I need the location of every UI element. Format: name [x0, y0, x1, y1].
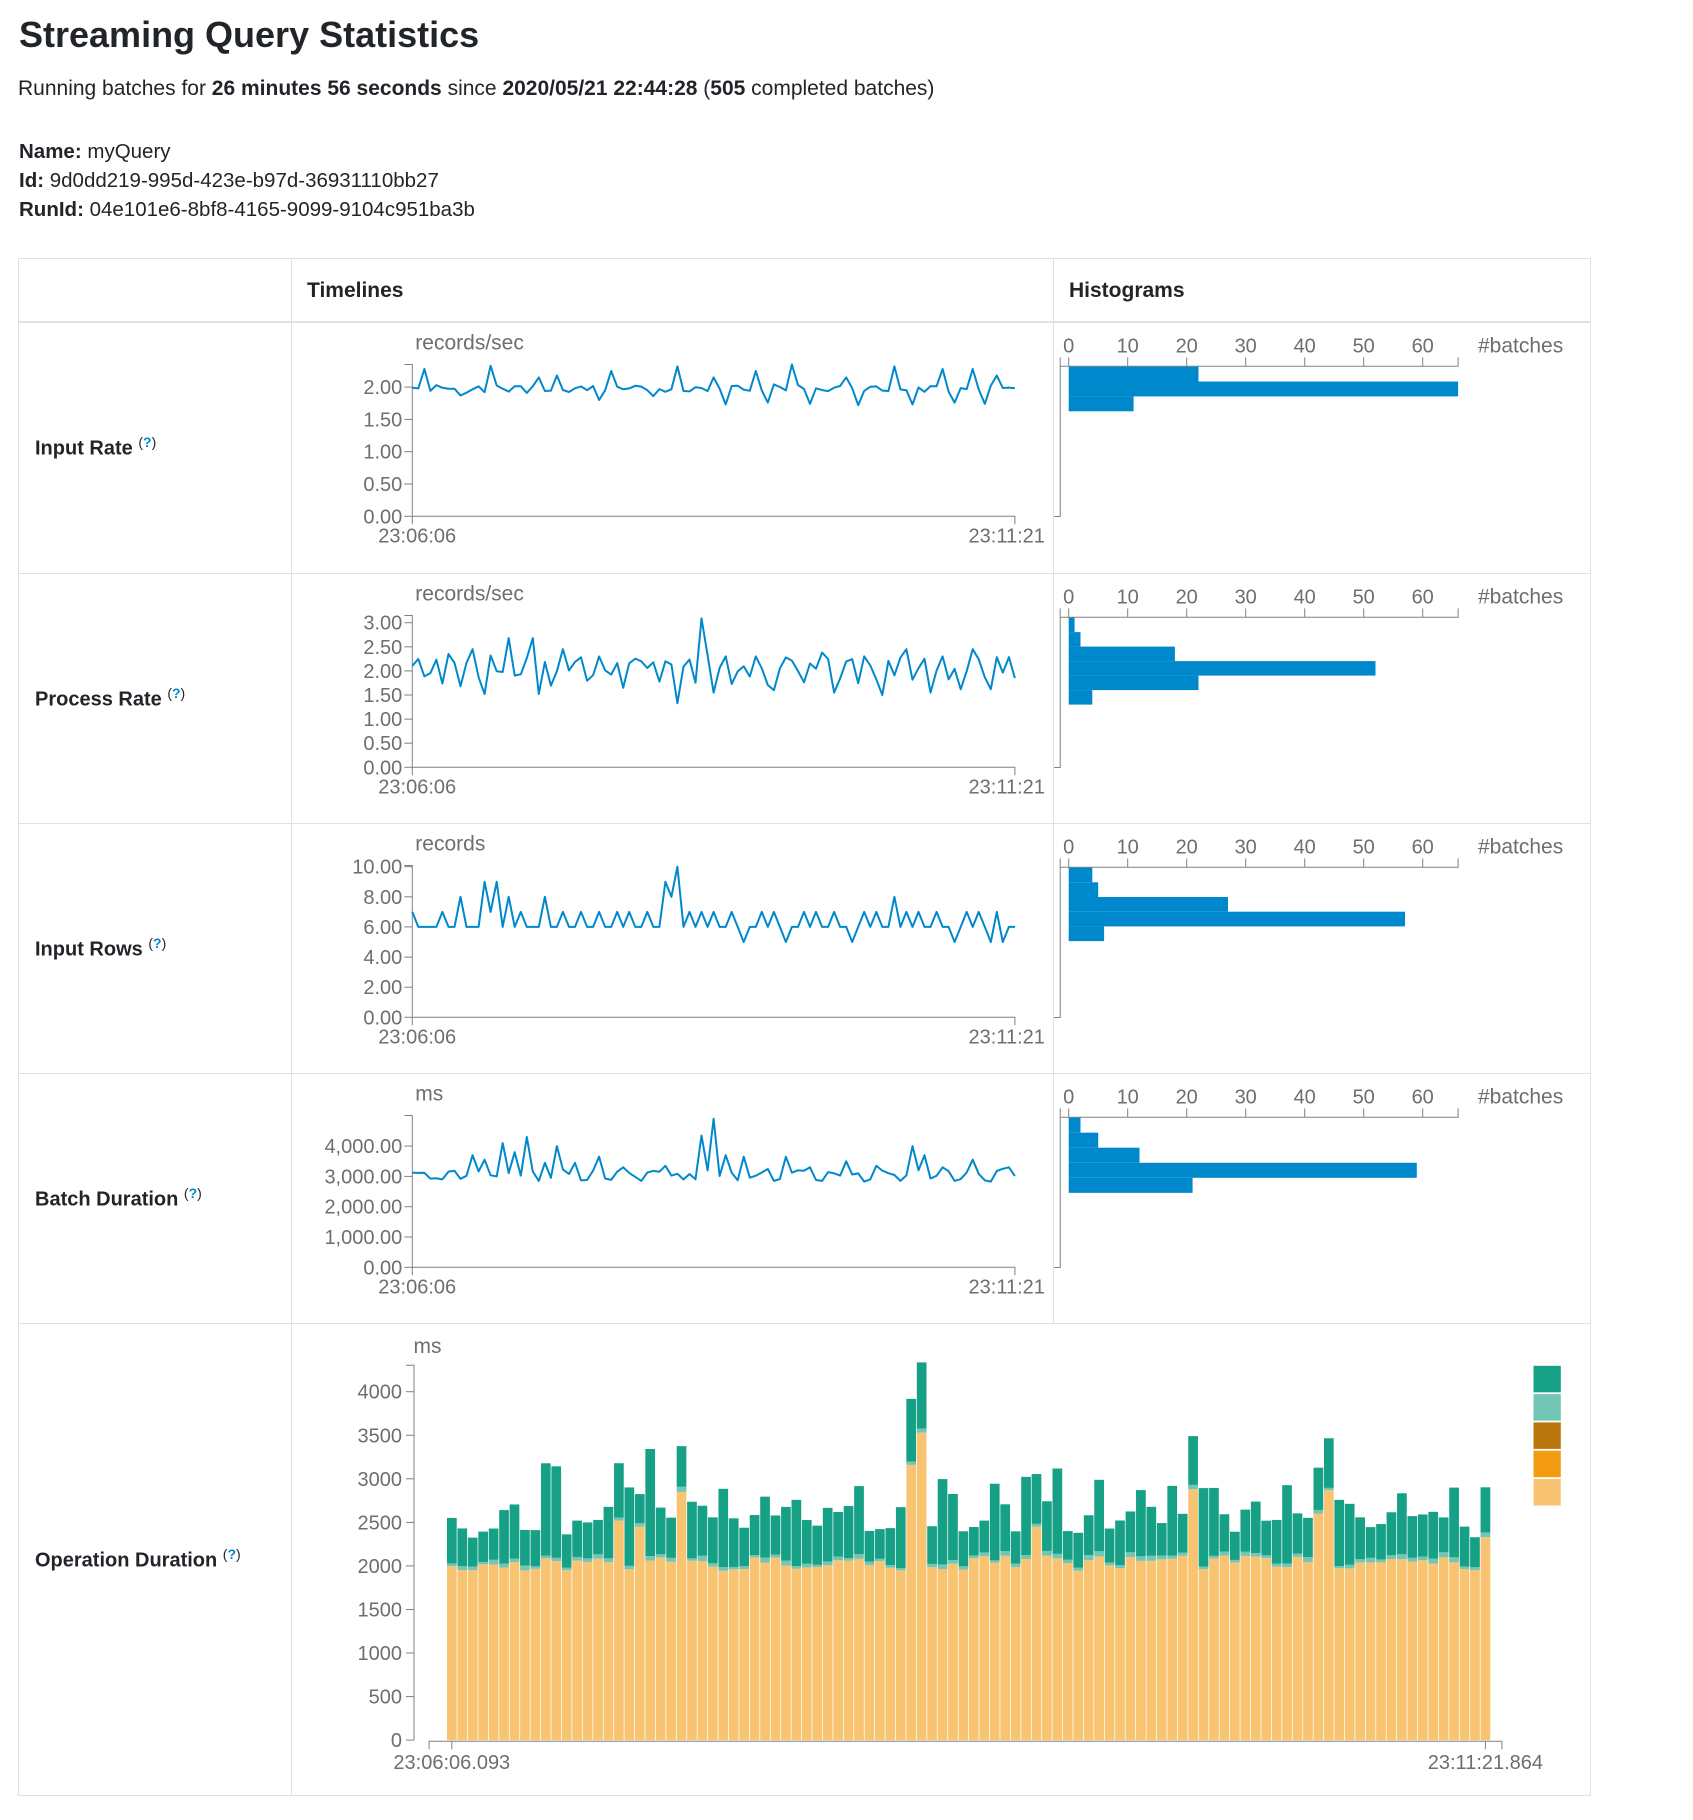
- svg-text:60: 60: [1412, 586, 1434, 608]
- svg-text:60: 60: [1412, 336, 1434, 358]
- svg-text:2.00: 2.00: [363, 377, 402, 399]
- svg-text:2000: 2000: [358, 1555, 403, 1577]
- svg-text:1.50: 1.50: [363, 409, 402, 431]
- svg-text:10: 10: [1117, 336, 1139, 358]
- svg-text:23:11:21: 23:11:21: [969, 776, 1045, 798]
- svg-text:10.00: 10.00: [352, 856, 402, 878]
- svg-text:30: 30: [1235, 336, 1257, 358]
- svg-text:#batches: #batches: [1478, 1085, 1563, 1108]
- svg-text:0: 0: [1063, 336, 1074, 358]
- svg-text:3.00: 3.00: [363, 612, 402, 634]
- svg-text:23:11:21: 23:11:21: [969, 526, 1045, 548]
- svg-text:#batches: #batches: [1478, 585, 1563, 608]
- svg-text:ms: ms: [415, 1082, 443, 1105]
- svg-text:60: 60: [1412, 1086, 1434, 1108]
- svg-text:1.00: 1.00: [363, 709, 402, 731]
- svg-text:60: 60: [1412, 836, 1434, 858]
- svg-text:20: 20: [1176, 836, 1198, 858]
- svg-text:23:11:21: 23:11:21: [969, 1276, 1045, 1298]
- svg-text:0.00: 0.00: [363, 506, 402, 528]
- svg-text:20: 20: [1176, 586, 1198, 608]
- svg-text:#batches: #batches: [1478, 835, 1563, 858]
- svg-text:23:06:06.093: 23:06:06.093: [393, 1752, 510, 1774]
- svg-text:4,000.00: 4,000.00: [324, 1136, 402, 1158]
- svg-text:0.00: 0.00: [363, 1257, 402, 1279]
- svg-text:8.00: 8.00: [363, 886, 402, 908]
- svg-text:3,000.00: 3,000.00: [324, 1166, 402, 1188]
- svg-text:40: 40: [1294, 336, 1316, 358]
- svg-text:ms: ms: [414, 1335, 442, 1358]
- svg-text:1,000.00: 1,000.00: [324, 1227, 402, 1249]
- svg-text:#batches: #batches: [1478, 335, 1563, 358]
- svg-text:0.50: 0.50: [363, 474, 402, 496]
- svg-text:0: 0: [1063, 586, 1074, 608]
- svg-text:50: 50: [1353, 836, 1375, 858]
- svg-text:20: 20: [1176, 1086, 1198, 1108]
- svg-text:1.00: 1.00: [363, 442, 402, 464]
- svg-text:10: 10: [1117, 1086, 1139, 1108]
- svg-text:23:06:06: 23:06:06: [378, 526, 456, 548]
- svg-text:10: 10: [1117, 836, 1139, 858]
- svg-text:50: 50: [1353, 336, 1375, 358]
- svg-text:2.00: 2.00: [363, 660, 402, 682]
- svg-text:0.50: 0.50: [363, 733, 402, 755]
- svg-text:30: 30: [1235, 586, 1257, 608]
- svg-text:0: 0: [391, 1730, 402, 1752]
- svg-text:30: 30: [1235, 1086, 1257, 1108]
- svg-text:10: 10: [1117, 586, 1139, 608]
- svg-text:23:06:06: 23:06:06: [378, 1026, 456, 1048]
- svg-text:records/sec: records/sec: [415, 582, 524, 605]
- svg-text:0.00: 0.00: [363, 757, 402, 779]
- svg-text:40: 40: [1294, 586, 1316, 608]
- svg-text:2500: 2500: [358, 1512, 403, 1534]
- svg-text:30: 30: [1235, 836, 1257, 858]
- svg-text:40: 40: [1294, 836, 1316, 858]
- svg-text:23:06:06: 23:06:06: [378, 776, 456, 798]
- svg-text:1.50: 1.50: [363, 685, 402, 707]
- svg-text:23:11:21: 23:11:21: [969, 1026, 1045, 1048]
- svg-text:4.00: 4.00: [363, 947, 402, 969]
- svg-text:500: 500: [369, 1686, 402, 1708]
- svg-text:0.00: 0.00: [363, 1007, 402, 1029]
- svg-text:records: records: [415, 832, 485, 855]
- svg-text:23:11:21.864: 23:11:21.864: [1428, 1752, 1543, 1774]
- svg-text:2.50: 2.50: [363, 636, 402, 658]
- svg-text:0: 0: [1063, 1086, 1074, 1108]
- svg-text:50: 50: [1353, 1086, 1375, 1108]
- svg-text:0: 0: [1063, 836, 1074, 858]
- svg-text:2,000.00: 2,000.00: [324, 1196, 402, 1218]
- svg-text:1000: 1000: [358, 1643, 403, 1665]
- svg-text:1500: 1500: [358, 1599, 403, 1621]
- svg-text:6.00: 6.00: [363, 916, 402, 938]
- svg-text:40: 40: [1294, 1086, 1316, 1108]
- svg-text:2.00: 2.00: [363, 977, 402, 999]
- svg-text:3000: 3000: [358, 1468, 403, 1490]
- svg-text:4000: 4000: [358, 1381, 403, 1403]
- svg-text:50: 50: [1353, 586, 1375, 608]
- svg-text:records/sec: records/sec: [415, 332, 524, 355]
- svg-text:23:06:06: 23:06:06: [378, 1276, 456, 1298]
- svg-text:20: 20: [1176, 336, 1198, 358]
- svg-text:3500: 3500: [358, 1425, 403, 1447]
